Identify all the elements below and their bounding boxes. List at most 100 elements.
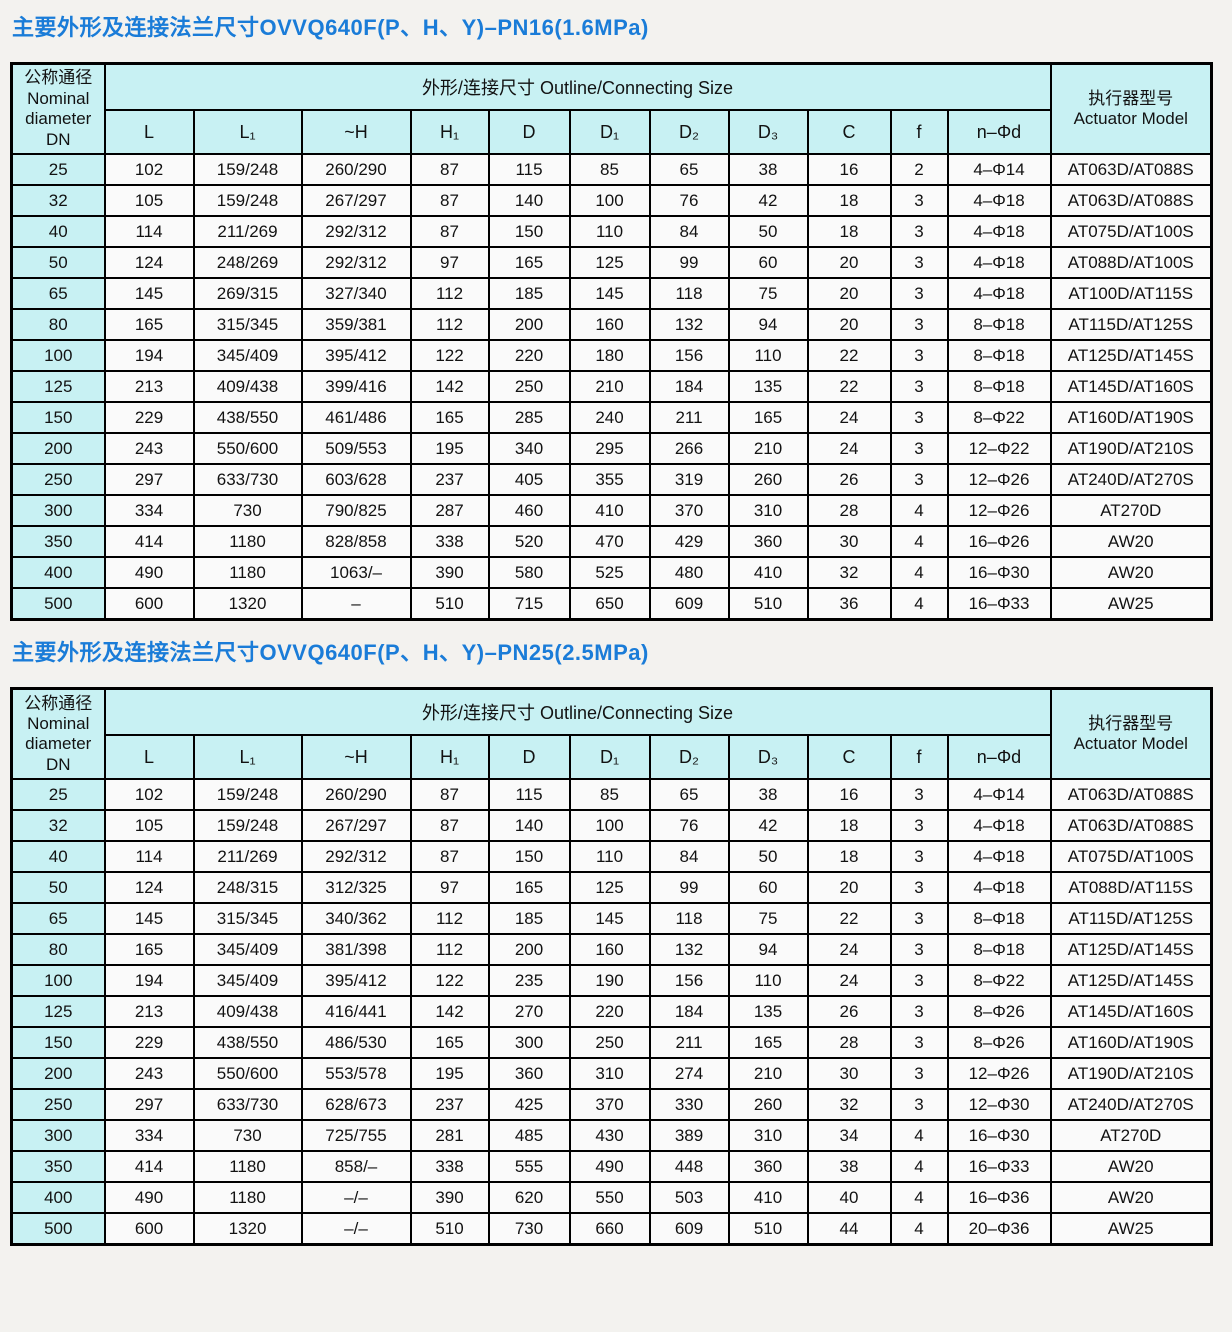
value-cell: 20 xyxy=(806,277,892,311)
value-cell: 550/600 xyxy=(192,1057,303,1091)
value-cell: –/– xyxy=(300,1181,412,1215)
value-cell: 790/825 xyxy=(300,494,412,528)
table-row: 350 414 1180 828/858 338 520 470 429 360 30 4 16–Φ2… xyxy=(10,525,1213,559)
value-cell: 603/628 xyxy=(300,463,412,497)
value-cell: 235 xyxy=(487,964,571,998)
value-cell: 22 xyxy=(806,902,892,936)
value-cell: 112 xyxy=(409,902,490,936)
col-header-D1: D₁ xyxy=(568,734,651,781)
value-cell: 165 xyxy=(103,308,195,342)
value-cell: 160 xyxy=(568,933,651,967)
value-cell: 24 xyxy=(806,432,892,466)
value-cell: 370 xyxy=(648,494,730,528)
value-cell: 8–Φ18 xyxy=(946,902,1052,936)
value-cell: 165 xyxy=(727,401,809,435)
value-cell: AT125D/AT145S xyxy=(1049,339,1213,373)
value-cell: 211/269 xyxy=(192,840,303,874)
actuator-column-header: 执行器型号 Actuator Model xyxy=(1049,62,1213,156)
value-cell: 118 xyxy=(648,277,730,311)
value-cell: AW25 xyxy=(1049,1212,1213,1246)
value-cell: 124 xyxy=(103,871,195,905)
value-cell: 28 xyxy=(806,494,892,528)
value-cell: 87 xyxy=(409,809,490,843)
value-cell: 461/486 xyxy=(300,401,412,435)
value-cell: 438/550 xyxy=(192,401,303,435)
value-cell: 3 xyxy=(889,964,949,998)
value-cell: 8–Φ18 xyxy=(946,308,1052,342)
value-cell: 410 xyxy=(568,494,651,528)
value-cell: 145 xyxy=(103,277,195,311)
dn-cell: 200 xyxy=(10,432,106,466)
value-cell: 360 xyxy=(727,525,809,559)
value-cell: 3 xyxy=(889,370,949,404)
value-cell: 12–Φ26 xyxy=(946,463,1052,497)
value-cell: AT115D/AT125S xyxy=(1049,308,1213,342)
value-cell: 76 xyxy=(648,184,730,218)
dn-cell: 25 xyxy=(10,778,106,812)
value-cell: 240 xyxy=(568,401,651,435)
value-cell: 220 xyxy=(487,339,571,373)
table-pn25-body: 25 102 159/248 260/290 87 115 85 65 38 16 3 4–Φ14 AT… xyxy=(10,778,1213,1246)
table-row: 40 114 211/269 292/312 87 150 110 84 50 18 3 4–Φ18 A… xyxy=(10,215,1213,249)
value-cell: 20–Φ36 xyxy=(946,1212,1052,1246)
value-cell: 24 xyxy=(806,964,892,998)
value-cell: 165 xyxy=(487,246,571,280)
value-cell: AT240D/AT270S xyxy=(1049,463,1213,497)
table-row: 250 297 633/730 603/628 237 405 355 319 260 26 3 12… xyxy=(10,463,1213,497)
value-cell: 122 xyxy=(409,339,490,373)
col-header-D: D xyxy=(487,734,571,781)
value-cell: AT063D/AT088S xyxy=(1049,778,1213,812)
value-cell: 274 xyxy=(648,1057,730,1091)
dn-cell: 100 xyxy=(10,339,106,373)
value-cell: 414 xyxy=(103,525,195,559)
value-cell: 858/– xyxy=(300,1150,412,1184)
value-cell: 381/398 xyxy=(300,933,412,967)
value-cell: 102 xyxy=(103,153,195,187)
value-cell: 237 xyxy=(409,1088,490,1122)
value-cell: 38 xyxy=(727,153,809,187)
value-cell: 300 xyxy=(487,1026,571,1060)
dn-column-header-label: 公称通径 Nominal diameter DN xyxy=(24,693,93,774)
value-cell: 1180 xyxy=(192,525,303,559)
value-cell: 340/362 xyxy=(300,902,412,936)
value-cell: 220 xyxy=(568,995,651,1029)
dn-cell: 250 xyxy=(10,463,106,497)
col-header-D2: D₂ xyxy=(648,734,730,781)
value-cell: 390 xyxy=(409,556,490,590)
value-cell: 125 xyxy=(568,246,651,280)
value-cell: 260/290 xyxy=(300,778,412,812)
value-cell: 97 xyxy=(409,871,490,905)
value-cell: 28 xyxy=(806,1026,892,1060)
col-header-D3: D₃ xyxy=(727,109,809,156)
value-cell: 4–Φ18 xyxy=(946,246,1052,280)
value-cell: 16–Φ26 xyxy=(946,525,1052,559)
value-cell: 609 xyxy=(648,587,730,621)
value-cell: 213 xyxy=(103,370,195,404)
actuator-column-header-label: 执行器型号 Actuator Model xyxy=(1073,88,1188,129)
value-cell: 20 xyxy=(806,246,892,280)
value-cell: 4–Φ18 xyxy=(946,871,1052,905)
value-cell: 114 xyxy=(103,215,195,249)
value-cell: 118 xyxy=(648,902,730,936)
value-cell: 510 xyxy=(727,1212,809,1246)
dn-cell: 65 xyxy=(10,277,106,311)
dn-cell: 50 xyxy=(10,246,106,280)
value-cell: 165 xyxy=(409,401,490,435)
value-cell: AT115D/AT125S xyxy=(1049,902,1213,936)
dn-column-header: 公称通径 Nominal diameter DN xyxy=(10,687,106,781)
value-cell: 438/550 xyxy=(192,1026,303,1060)
value-cell: AT100D/AT115S xyxy=(1049,277,1213,311)
value-cell: 310 xyxy=(727,494,809,528)
table-row: 200 243 550/600 509/553 195 340 295 266 210 24 3 12… xyxy=(10,432,1213,466)
table-row: 65 145 315/345 340/362 112 185 145 118 75 22 3 8–Φ1… xyxy=(10,902,1213,936)
table-row: 200 243 550/600 553/578 195 360 310 274 210 30 3 12… xyxy=(10,1057,1213,1091)
value-cell: 211 xyxy=(648,401,730,435)
value-cell: 260 xyxy=(727,463,809,497)
table-row: 32 105 159/248 267/297 87 140 100 76 42 18 3 4–Φ18 A… xyxy=(10,184,1213,218)
col-header-H1: H₁ xyxy=(409,109,490,156)
value-cell: 180 xyxy=(568,339,651,373)
value-cell: 405 xyxy=(487,463,571,497)
value-cell: 26 xyxy=(806,463,892,497)
value-cell: 285 xyxy=(487,401,571,435)
value-cell: 633/730 xyxy=(192,1088,303,1122)
